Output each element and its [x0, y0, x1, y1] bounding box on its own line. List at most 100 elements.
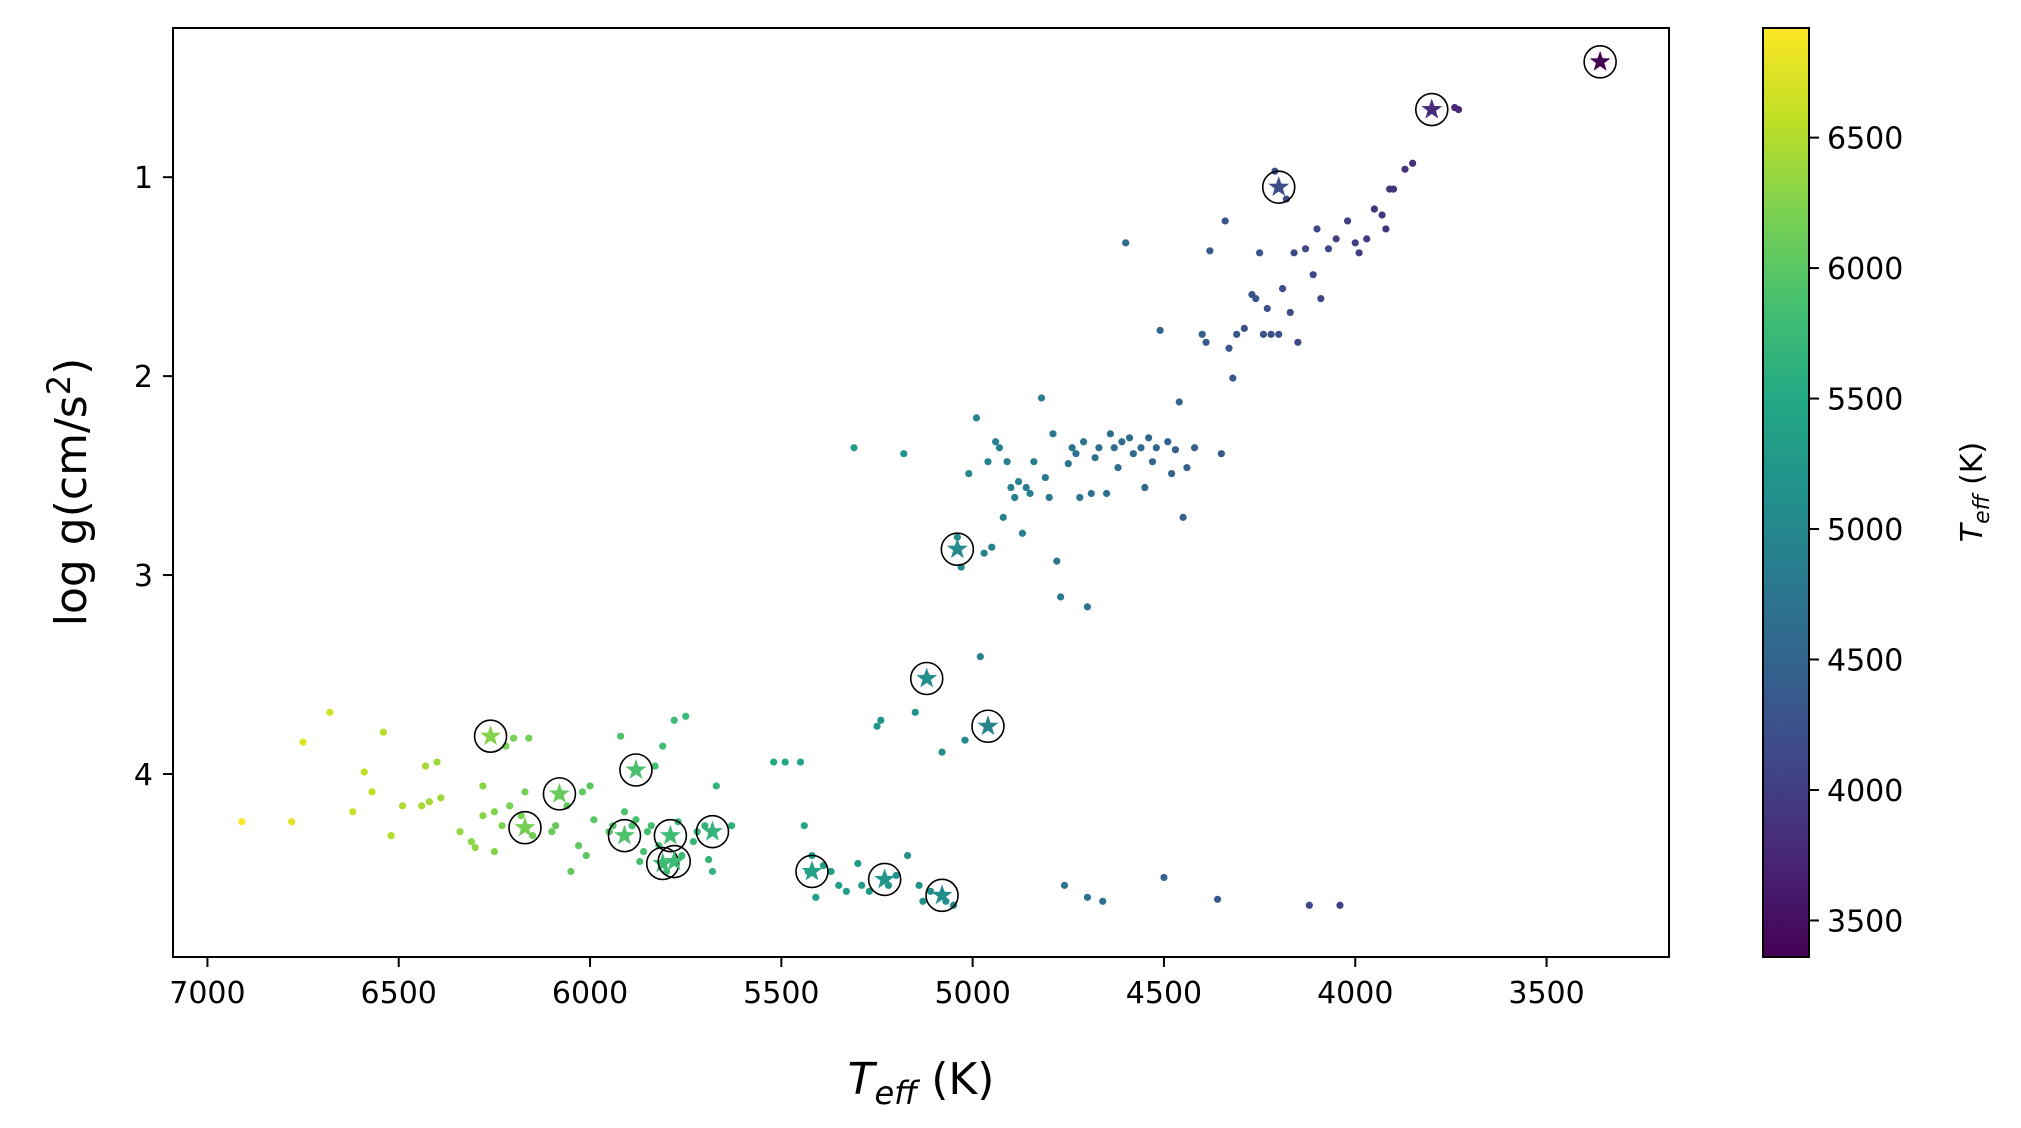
y-axis-ticks: 1 2 3 4 [134, 161, 173, 793]
star-marker [1421, 98, 1443, 119]
data-point [1198, 330, 1206, 338]
star-outline-circle [653, 818, 688, 853]
colorbar-label: Teff (K) [1955, 442, 1995, 542]
data-point [1229, 374, 1237, 382]
colorbar-tick-label: 3500 [1827, 904, 1903, 939]
highlighted-star-point [1583, 45, 1617, 79]
data-point [1148, 458, 1157, 466]
data-point [988, 543, 996, 551]
highlighted-star-point [909, 661, 944, 696]
data-point [1022, 483, 1030, 492]
x-tick-label: 6500 [361, 976, 437, 1011]
data-point [471, 843, 479, 852]
data-point [479, 812, 487, 820]
data-point [360, 768, 368, 776]
data-point [1221, 217, 1229, 225]
highlighted-star-point [508, 810, 542, 845]
plot-background [173, 28, 1669, 957]
plot-frame [172, 27, 1670, 958]
data-point [1053, 557, 1061, 565]
data-point [574, 841, 583, 850]
data-point [919, 897, 927, 905]
data-point [1129, 450, 1137, 458]
data-point [1332, 235, 1340, 243]
star-outline-circle [1414, 92, 1449, 127]
data-point [1141, 483, 1149, 492]
data-point [1095, 444, 1103, 452]
star-outline-circle [508, 810, 542, 845]
data-point [1344, 217, 1352, 225]
data-point [1206, 247, 1214, 255]
data-point [1259, 330, 1268, 338]
highlighted-star-point [653, 818, 688, 853]
data-point [1091, 454, 1099, 462]
data-point [842, 887, 850, 895]
data-point [1183, 464, 1191, 472]
data-point [972, 414, 981, 422]
star-outline-circle [542, 777, 577, 811]
data-point [387, 832, 395, 840]
data-point [965, 470, 973, 478]
data-point [651, 762, 659, 770]
x-tick-label: 6000 [552, 976, 628, 1011]
data-point [1060, 881, 1069, 889]
y-tick-label: 2 [134, 360, 153, 395]
star-marker [548, 782, 570, 803]
highlighted-star-point [542, 777, 577, 811]
data-point [1007, 483, 1015, 492]
data-point [796, 758, 805, 766]
data-point [529, 832, 537, 840]
data-point [326, 708, 334, 716]
data-points [238, 45, 1617, 913]
data-point [1045, 493, 1053, 502]
data-point [938, 748, 946, 756]
data-point [398, 802, 407, 810]
data-point [1294, 338, 1302, 346]
data-point [1106, 430, 1114, 438]
data-point [999, 513, 1007, 521]
data-point [1401, 165, 1409, 173]
data-point [1080, 438, 1088, 446]
x-axis-label-unit: (K) [917, 1054, 994, 1105]
star-marker [1268, 176, 1290, 197]
data-point [640, 847, 648, 856]
star-marker [931, 884, 953, 905]
highlighted-star-point [1261, 170, 1296, 204]
data-point [418, 802, 426, 810]
data-point [670, 716, 678, 724]
data-point [1382, 225, 1390, 233]
star-outline-circle [657, 844, 692, 879]
data-point [567, 867, 575, 876]
data-point [437, 794, 445, 802]
star-marker [625, 759, 647, 779]
star-marker [480, 725, 502, 746]
data-point [1252, 294, 1260, 303]
data-point [368, 788, 376, 796]
data-point [1003, 458, 1011, 466]
data-point [617, 732, 625, 740]
data-point [1313, 225, 1321, 233]
data-point [854, 859, 862, 868]
star-marker [801, 860, 823, 881]
highlighted-star-point [657, 844, 692, 879]
colorbar: 3500 4000 4500 5000 5500 6000 6500 Teff (K) [1762, 27, 1995, 958]
star-marker [946, 538, 968, 559]
data-point [490, 847, 498, 856]
data-point [728, 822, 736, 830]
colorbar-tick-label: 5500 [1827, 383, 1903, 418]
data-point [456, 828, 464, 836]
x-axis-label-sub: eff [874, 1074, 921, 1112]
x-axis-label: Teff (K) [848, 1054, 995, 1112]
data-point [1160, 873, 1168, 882]
data-point [1309, 271, 1317, 279]
data-point [636, 857, 644, 866]
star-outline-circle [473, 719, 508, 753]
highlighted-star-point [940, 532, 975, 566]
data-point [1026, 489, 1034, 498]
star-marker [614, 824, 635, 845]
y-axis-label-close: ) [46, 358, 97, 375]
data-point [865, 887, 873, 895]
data-point [1267, 330, 1275, 338]
colorbar-tick-label: 5000 [1827, 513, 1903, 548]
